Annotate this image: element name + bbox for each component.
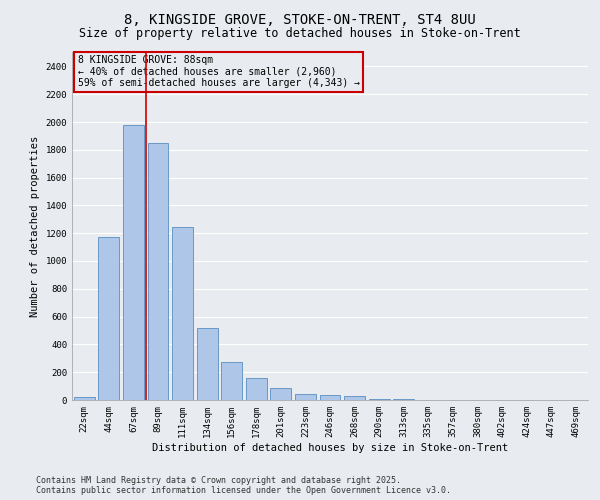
Bar (148, 143, 169, 400)
Text: 8, KINGSIDE GROVE, STOKE-ON-TRENT, ST4 8UU: 8, KINGSIDE GROVE, STOKE-ON-TRENT, ST4 8… (124, 12, 476, 26)
Bar (98, 238, 119, 400)
Text: Contains HM Land Registry data © Crown copyright and database right 2025.
Contai: Contains HM Land Registry data © Crown c… (36, 476, 451, 495)
Bar (197, 328, 218, 400)
Bar (320, 395, 340, 400)
Bar (246, 378, 267, 400)
Bar (172, 227, 193, 400)
Bar (74, 396, 95, 400)
Y-axis label: Number of detached properties: Number of detached properties (30, 136, 40, 317)
Bar (295, 394, 316, 400)
Bar (123, 126, 144, 400)
Text: 8 KINGSIDE GROVE: 88sqm
← 40% of detached houses are smaller (2,960)
59% of semi: 8 KINGSIDE GROVE: 88sqm ← 40% of detache… (77, 56, 359, 88)
X-axis label: Distribution of detached houses by size in Stoke-on-Trent: Distribution of detached houses by size … (152, 442, 508, 452)
Bar (344, 396, 365, 400)
Text: Size of property relative to detached houses in Stoke-on-Trent: Size of property relative to detached ho… (79, 28, 521, 40)
Bar (221, 362, 242, 400)
Bar (271, 388, 292, 400)
